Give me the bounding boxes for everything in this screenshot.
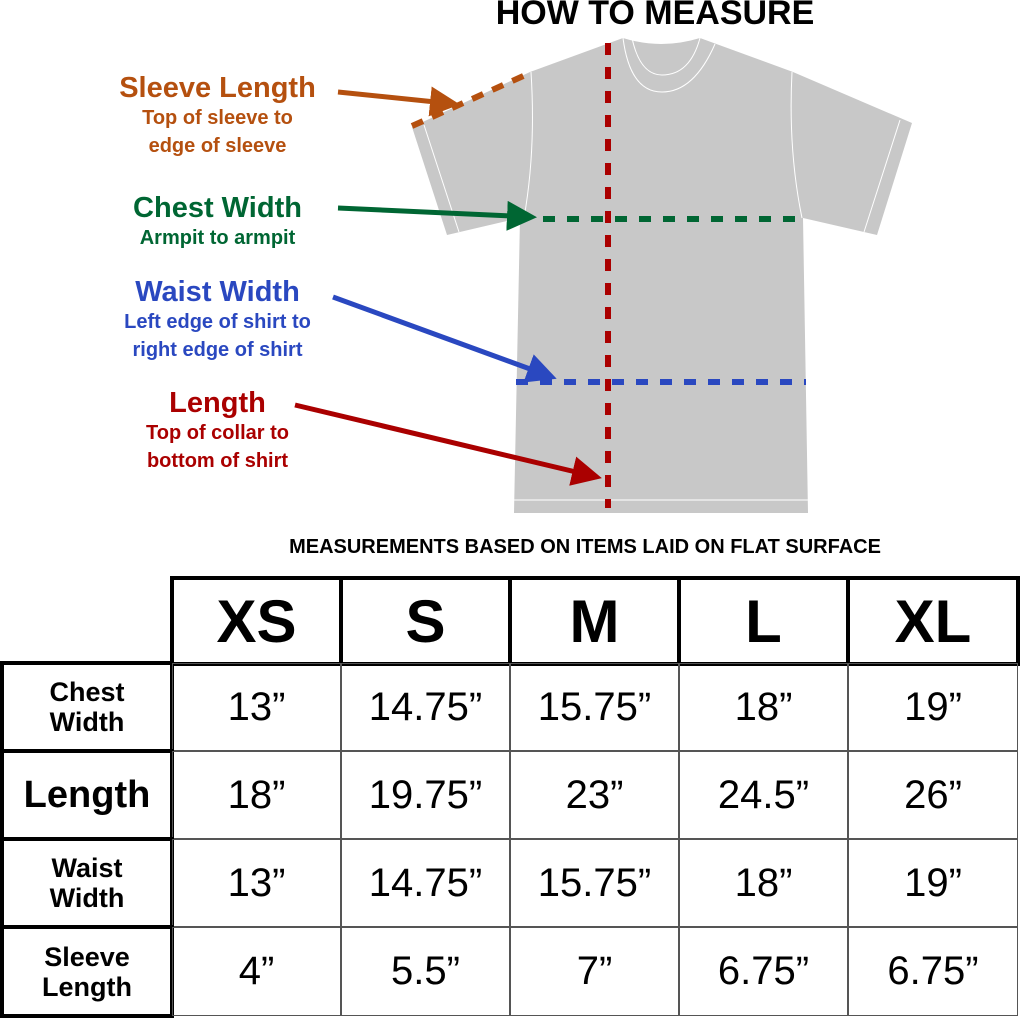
row-label: Length [0,749,174,841]
size-header-xs: XS [170,576,343,666]
sleeve-arrow [337,86,460,117]
row-label: Sleeve Length [0,925,174,1018]
table-cell: 6.75” [848,927,1018,1016]
waist-width-label: Waist Width Left edge of shirt to right … [90,276,345,364]
table-cell: 18” [172,751,341,839]
table-cell: 26” [848,751,1018,839]
tshirt-shape [412,38,912,513]
label-desc: bottom of shirt [146,450,289,472]
table-cell: 15.75” [510,663,679,751]
table-cell: 19” [848,839,1018,927]
row-label-line: Waist [51,853,123,883]
chest-width-label: Chest Width Armpit to armpit [90,192,345,252]
row-label: Waist Width [0,837,174,929]
label-desc: Top of collar to [146,422,289,444]
length-arrow [294,402,602,486]
sleeve-length-label: Sleeve Length Top of sleeve to edge of s… [90,72,345,160]
table-cell: 19” [848,663,1018,751]
table-cell: 13” [172,663,341,751]
label-desc: Top of sleeve to [142,107,293,129]
size-header-s: S [339,576,512,666]
label-desc: right edge of shirt [132,339,303,361]
table-cell: 13” [172,839,341,927]
size-header-l: L [677,576,850,666]
table-cell: 14.75” [341,663,510,751]
label-desc: Left edge of shirt to [124,311,311,333]
label-desc: Armpit to armpit [139,227,296,249]
row-label-line: Length [42,971,132,1002]
table-cell: 4” [172,927,341,1016]
size-header-xl: XL [846,576,1020,666]
collar-line [622,37,716,93]
table-cell: 15.75” [510,839,679,927]
length-label: Length Top of collar to bottom of shirt [90,387,345,475]
label-heading: Chest Width [133,192,302,224]
row-label-line: Width [49,707,125,737]
label-desc: edge of sleeve [148,135,287,157]
row-label-line: Length [23,774,151,816]
row-label-line: Chest [49,677,125,707]
size-header-m: M [508,576,681,666]
label-heading: Waist Width [135,276,300,308]
table-cell: 24.5” [679,751,848,839]
table-cell: 23” [510,751,679,839]
table-cell: 6.75” [679,927,848,1016]
shirt-diagram [294,37,912,513]
row-label-line: Sleeve [44,941,130,972]
page-title: HOW TO MEASURE [495,0,815,32]
row-label-line: Width [49,883,125,913]
table-cell: 18” [679,839,848,927]
table-cell: 5.5” [341,927,510,1016]
measurement-note: MEASUREMENTS BASED ON ITEMS LAID ON FLAT… [289,536,881,558]
chest-arrow [337,200,537,231]
row-label: Chest Width [0,661,174,753]
label-heading: Length [169,387,266,419]
table-cell: 18” [679,663,848,751]
label-heading: Sleeve Length [119,72,316,104]
waist-arrow [332,294,557,383]
table-cell: 14.75” [341,839,510,927]
table-cell: 19.75” [341,751,510,839]
table-cell: 7” [510,927,679,1016]
